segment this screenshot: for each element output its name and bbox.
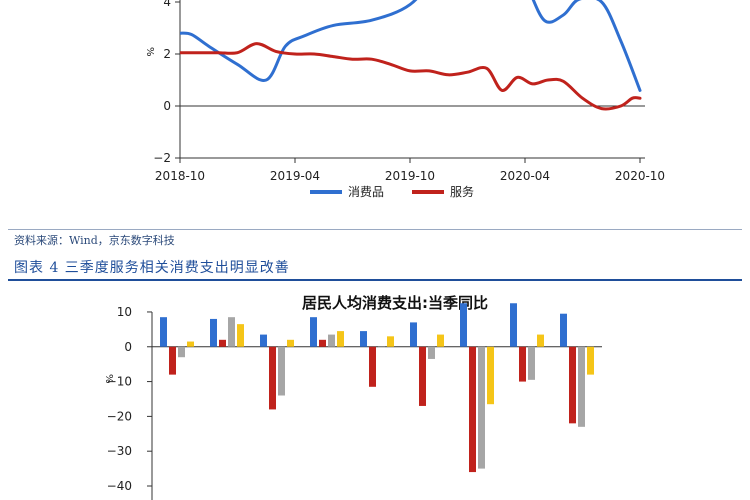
y-axis-label: % <box>103 374 114 384</box>
y-axis-label: % <box>144 47 155 57</box>
y-tick-label: 2 <box>163 47 171 61</box>
bar <box>578 346 585 427</box>
bar <box>210 318 217 347</box>
line-chart-legend: 消费品 服务 <box>310 184 474 199</box>
bar <box>510 303 517 347</box>
bar <box>278 346 285 396</box>
bar <box>219 339 226 347</box>
figure-title: 图表 4 三季度服务相关消费支出明显改善 <box>14 260 290 276</box>
bar <box>378 346 385 348</box>
y-tick-label: −2 <box>153 151 171 165</box>
x-tick-label: 2019-10 <box>385 169 435 183</box>
line-chart: −2 0 2 4% 2018-10 2019-04 2019-10 2020-04 2020-1… <box>144 0 665 199</box>
bar <box>387 336 394 347</box>
bar <box>228 317 235 347</box>
bar <box>528 346 535 380</box>
y-tick-label: 10 <box>117 305 132 319</box>
bar <box>369 346 376 387</box>
x-tick-label: 2020-04 <box>500 169 550 183</box>
bar <box>537 334 544 347</box>
x-tick-label: 2018-10 <box>155 169 205 183</box>
bar <box>428 346 435 359</box>
bar-chart-axes: 10 0 −10 −20 −30 −40% <box>103 305 602 500</box>
bar <box>178 346 185 358</box>
bar <box>569 346 576 424</box>
y-tick-label: 0 <box>124 340 132 354</box>
source-note: 资料来源：Wind，京东数字科技 <box>14 234 175 247</box>
y-tick-label: −30 <box>107 444 132 458</box>
bar <box>460 303 467 347</box>
bar <box>337 331 344 347</box>
x-tick-label: 2020-10 <box>615 169 665 183</box>
bar <box>560 313 567 347</box>
bar <box>419 346 426 406</box>
bar-chart-title: 居民人均消费支出:当季同比 <box>302 294 488 312</box>
bar <box>310 317 317 347</box>
bar <box>287 339 294 347</box>
bar <box>478 346 485 469</box>
y-tick-label: −40 <box>107 479 132 493</box>
divider-top <box>8 229 742 230</box>
bar <box>237 324 244 347</box>
series-line-services <box>180 42 642 111</box>
bar <box>160 317 167 347</box>
bar <box>469 346 476 473</box>
bar <box>487 346 494 405</box>
y-tick-label: −10 <box>107 375 132 389</box>
bar <box>260 334 267 347</box>
bar <box>360 331 367 347</box>
y-tick-label: 4 <box>163 0 171 9</box>
divider-bottom <box>8 279 742 281</box>
y-tick-label: 0 <box>163 99 171 113</box>
bar <box>587 346 594 375</box>
bar <box>410 322 417 347</box>
y-tick-label: −20 <box>107 409 132 423</box>
bar <box>519 346 526 382</box>
bar <box>328 334 335 347</box>
bar <box>319 339 326 347</box>
x-tick-label: 2019-04 <box>270 169 320 183</box>
bar <box>269 346 276 410</box>
legend-label: 服务 <box>450 184 474 199</box>
bar <box>187 341 194 347</box>
bar-chart: 居民人均消费支出:当季同比 10 0 −10 −20 −30 −40% <box>103 294 602 500</box>
bar <box>169 346 176 375</box>
bar-chart-bars <box>160 303 594 473</box>
legend-label: 消费品 <box>348 185 384 199</box>
line-chart-axes: −2 0 2 4% 2018-10 2019-04 2019-10 2020-04 2020-1… <box>144 0 665 183</box>
line-chart-series <box>180 0 642 111</box>
series-line-consumer-goods <box>180 0 642 92</box>
bar <box>437 334 444 347</box>
